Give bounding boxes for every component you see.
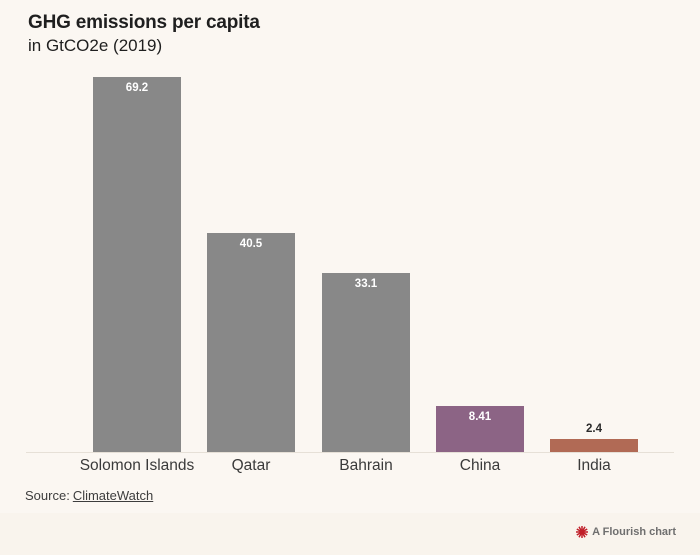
- source-note: Source: ClimateWatch: [25, 488, 153, 503]
- bar-value-label: 33.1: [354, 278, 378, 290]
- bar-solomon-islands[interactable]: 69.2: [93, 77, 181, 452]
- bar-china[interactable]: 8.41: [436, 406, 524, 452]
- bar-value-label: 40.5: [239, 238, 263, 250]
- footer-band: A Flourish chart: [0, 513, 700, 555]
- source-link[interactable]: ClimateWatch: [72, 488, 154, 503]
- source-prefix: Source:: [25, 488, 70, 503]
- flourish-credit-label: A Flourish chart: [592, 526, 676, 538]
- bar-india[interactable]: 2.4: [550, 423, 638, 452]
- chart-title: GHG emissions per capita: [28, 12, 260, 33]
- x-axis-label-qatar: Qatar: [231, 457, 271, 474]
- x-axis-line: [26, 452, 674, 453]
- x-axis-label-solomon-islands: Solomon Islands: [79, 457, 195, 474]
- bar-value-label: 8.41: [468, 411, 492, 423]
- flourish-logo-icon: [576, 526, 589, 538]
- chart-subtitle: in GtCO2e (2019): [28, 36, 163, 55]
- plot-area: 69.2 40.5 33.1 8.41 2.4: [26, 77, 674, 453]
- x-axis-label-india: India: [577, 457, 611, 474]
- flourish-credit[interactable]: A Flourish chart: [576, 526, 676, 538]
- bar-bahrain[interactable]: 33.1: [322, 273, 410, 452]
- x-axis-labels: Solomon Islands Qatar Bahrain China India: [0, 456, 700, 478]
- bar-value-label: 2.4: [586, 423, 602, 435]
- x-axis-label-bahrain: Bahrain: [339, 457, 393, 474]
- bar-qatar[interactable]: 40.5: [207, 233, 295, 452]
- x-axis-label-china: China: [459, 457, 501, 474]
- bar-value-label: 69.2: [125, 82, 149, 94]
- chart-header: GHG emissions per capita in GtCO2e (2019…: [28, 11, 260, 57]
